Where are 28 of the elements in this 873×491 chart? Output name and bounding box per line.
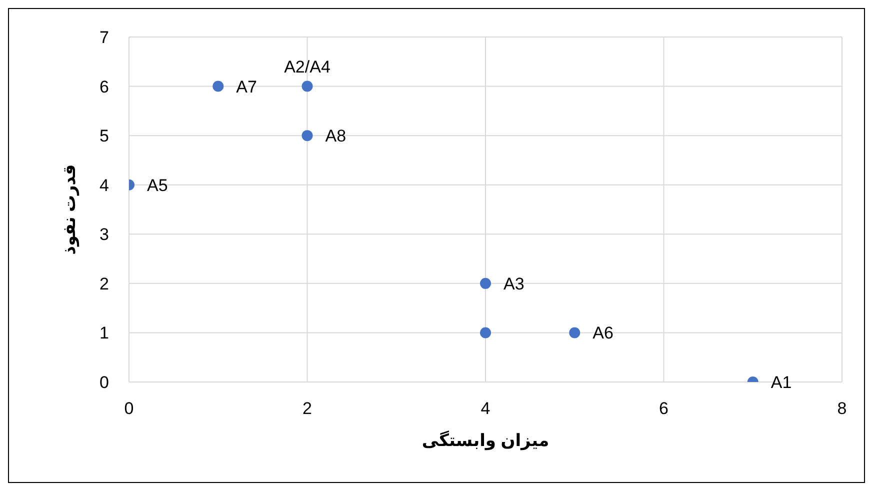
y-tick-label: 7 bbox=[100, 28, 109, 48]
point bbox=[569, 327, 580, 338]
y-axis-title: قدرت نفوذ bbox=[60, 164, 80, 255]
y-tick-label: 5 bbox=[100, 126, 109, 146]
x-tick-label: 0 bbox=[124, 399, 134, 418]
annotation: A8 bbox=[325, 126, 346, 146]
y-tick-label: 6 bbox=[100, 77, 109, 96]
x-axis-title: میزان وابستگی bbox=[422, 430, 550, 451]
y-tick-label: 0 bbox=[100, 373, 109, 392]
x-tick-label: 8 bbox=[837, 399, 847, 418]
x-tick-label: 4 bbox=[480, 399, 490, 418]
annotation: A3 bbox=[504, 274, 524, 294]
y-tick-label: 4 bbox=[100, 176, 109, 195]
point bbox=[212, 80, 224, 92]
x-tick-label: 2 bbox=[302, 399, 312, 418]
annotation: A2/A4 bbox=[284, 57, 330, 76]
y-tick-label: 1 bbox=[100, 324, 109, 343]
annotation: A6 bbox=[592, 324, 614, 343]
annotation: A1 bbox=[770, 373, 792, 392]
y-tick-label: 3 bbox=[100, 225, 109, 244]
x-tick-label: 6 bbox=[659, 399, 668, 418]
y-tick-label: 2 bbox=[100, 274, 109, 294]
annotation: A7 bbox=[236, 77, 257, 96]
point bbox=[302, 130, 313, 142]
point bbox=[480, 327, 491, 338]
annotation: A5 bbox=[147, 176, 168, 195]
point bbox=[480, 278, 491, 289]
point bbox=[302, 80, 313, 92]
